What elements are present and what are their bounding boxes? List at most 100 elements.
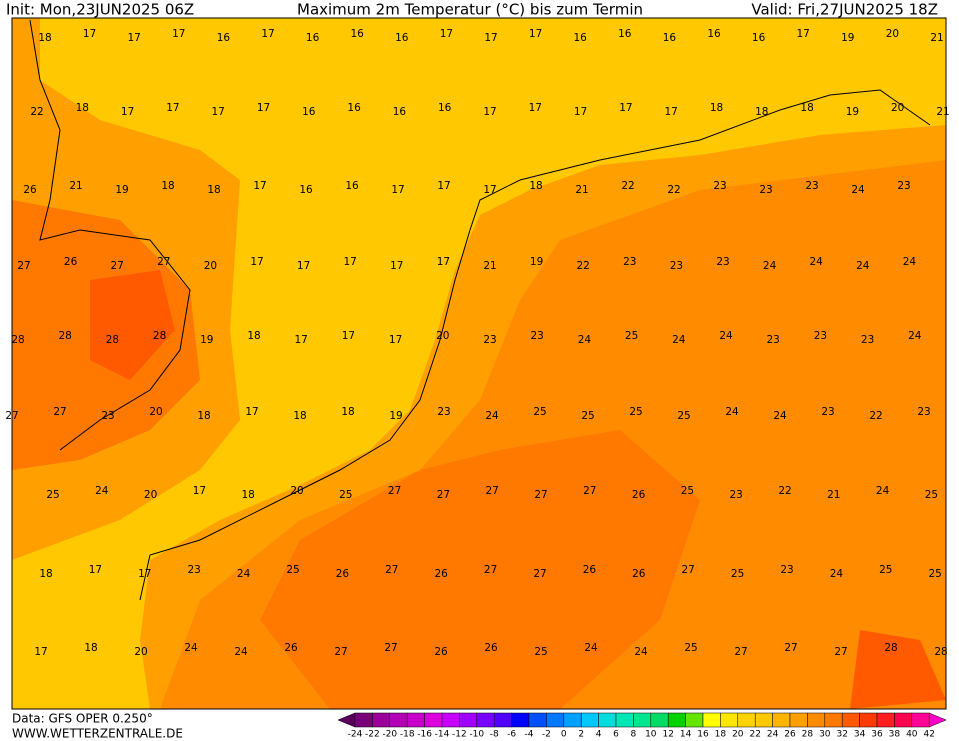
temperature-value: 16: [618, 28, 632, 40]
temperature-value: 18: [529, 180, 542, 192]
temperature-value: 25: [625, 330, 638, 342]
temperature-value: 24: [237, 568, 251, 580]
temperature-value: 25: [534, 646, 547, 658]
field-hot: [260, 430, 700, 709]
colorbar-label: 6: [613, 730, 619, 740]
temperature-value: 24: [485, 410, 499, 422]
colorbar-label: -24: [348, 730, 363, 740]
temperature-value: 27: [111, 260, 124, 272]
temperature-value: 24: [830, 568, 844, 580]
coastline: [29, 19, 191, 451]
temperature-value: 25: [731, 568, 744, 580]
temperature-value: 21: [575, 184, 588, 196]
colorbar-swatch: [580, 712, 599, 728]
temperature-value: 24: [719, 330, 733, 342]
temperature-value: 18: [293, 410, 306, 422]
temperature-value: 17: [484, 32, 497, 44]
colorbar-swatch: [424, 712, 443, 728]
data-source: Data: GFS OPER 0.250°: [12, 712, 153, 726]
map-field: [12, 18, 946, 709]
colorbar-label: 20: [732, 730, 744, 740]
colorbar-label: 32: [836, 730, 847, 740]
temperature-value: 22: [577, 260, 590, 272]
colorbar-label: -12: [452, 730, 467, 740]
temperature-value: 21: [483, 260, 496, 272]
temperature-value: 18: [800, 102, 813, 114]
temperature-value: 26: [23, 184, 37, 196]
colorbar-swatch: [754, 712, 773, 728]
temperature-value: 23: [623, 256, 636, 268]
temperature-value: 28: [884, 642, 897, 654]
colorbar-swatch: [702, 712, 721, 728]
field-hottest: [850, 630, 946, 709]
coastline: [139, 229, 471, 601]
temperature-value: 19: [530, 256, 543, 268]
colorbar-label: -8: [490, 730, 499, 740]
field-hottest: [90, 270, 175, 380]
temperature-value: 18: [197, 410, 210, 422]
temperature-value: 28: [106, 334, 119, 346]
temperature-value: 27: [682, 564, 695, 576]
temperature-value: 26: [632, 489, 646, 501]
temperature-value: 19: [200, 334, 213, 346]
colorbar-swatch: [598, 712, 617, 728]
colorbar-label: 26: [784, 730, 796, 740]
temperature-value: 17: [391, 184, 404, 196]
temperature-value: 20: [149, 406, 162, 418]
temperature-value: 17: [390, 260, 403, 272]
temperature-value: 24: [725, 406, 739, 418]
temperature-value: 24: [634, 646, 648, 658]
colorbar-arrow: [928, 712, 947, 728]
temperature-value: 21: [936, 106, 949, 118]
colorbar-label: 12: [662, 730, 673, 740]
temperature-value: 17: [297, 260, 310, 272]
temperature-value: 24: [810, 256, 824, 268]
colorbar-swatch: [528, 712, 547, 728]
temperature-value: 24: [95, 485, 109, 497]
temperature-value: 28: [59, 330, 72, 342]
temperature-value: 17: [166, 102, 179, 114]
temperature-value: 18: [76, 102, 89, 114]
map-title: Maximum 2m Temperatur (°C) bis zum Termi…: [297, 1, 643, 19]
temperature-value: 25: [929, 568, 942, 580]
colorbar-label: 2: [578, 730, 584, 740]
temperature-value: 17: [797, 28, 810, 40]
temperature-value: 23: [531, 330, 544, 342]
temperature-value: 17: [295, 334, 308, 346]
temperature-value: 27: [385, 564, 398, 576]
temperature-value: 23: [483, 334, 496, 346]
temperature-value: 19: [115, 184, 128, 196]
colorbar-swatch: [876, 712, 895, 728]
temperature-value: 24: [584, 642, 598, 654]
temperature-value: 16: [707, 28, 721, 40]
colorbar-label: -14: [435, 730, 450, 740]
colorbar-swatch: [737, 712, 756, 728]
temperature-value: 25: [286, 564, 299, 576]
temperature-value: 27: [484, 564, 497, 576]
colorbar-swatch: [824, 712, 843, 728]
temperature-value: 17: [193, 485, 206, 497]
temperature-value: 21: [827, 489, 840, 501]
colorbar-swatch: [894, 712, 913, 728]
temperature-value: 21: [69, 180, 82, 192]
temperature-value: 23: [188, 564, 201, 576]
temperature-value: 16: [438, 102, 452, 114]
temperature-value: 27: [534, 489, 547, 501]
temperature-value: 16: [306, 32, 320, 44]
colorbar-label: 16: [697, 730, 709, 740]
temperature-value: 28: [153, 330, 166, 342]
temperature-value: 20: [886, 28, 899, 40]
temperature-value: 20: [436, 330, 449, 342]
colorbar-swatch: [406, 712, 425, 728]
temperature-value: 18: [38, 32, 51, 44]
temperature-value: 24: [851, 184, 865, 196]
temperature-value: 17: [529, 28, 542, 40]
colorbar-swatch: [476, 712, 495, 728]
temperature-value: 16: [299, 184, 313, 196]
temperature-value: 26: [434, 646, 448, 658]
colorbar-arrow: [337, 712, 356, 728]
colorbar-label: -6: [507, 730, 516, 740]
temperature-value: 25: [339, 489, 352, 501]
temperature-value: 20: [891, 102, 904, 114]
temperature-value: 25: [684, 642, 697, 654]
